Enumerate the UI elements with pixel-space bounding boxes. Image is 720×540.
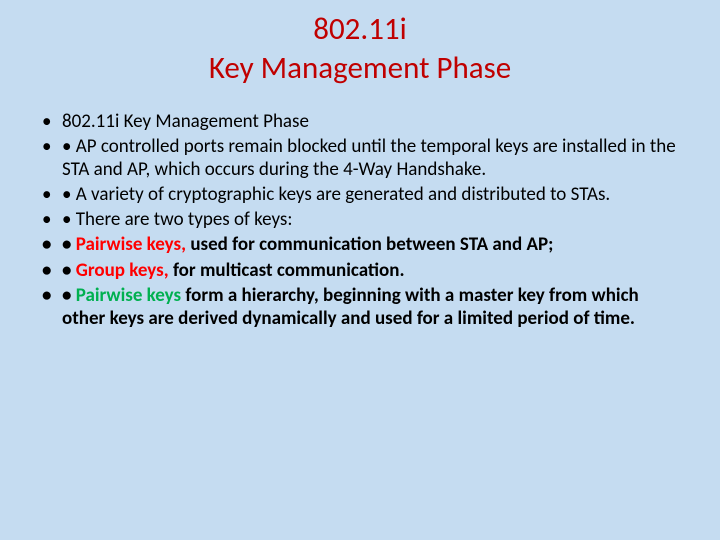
bullet-item: • There are two types of keys:: [40, 208, 680, 231]
bullet-item: • Group keys, for multicast communicatio…: [40, 259, 680, 282]
bullet-rest: for multicast communication.: [169, 259, 405, 282]
slide-title: 802.11i Key Management Phase: [40, 10, 680, 88]
bullet-list: 802.11i Key Management Phase • AP contro…: [40, 110, 680, 331]
title-line-2: Key Management Phase: [209, 49, 511, 87]
pairwise-keys-green-label: Pairwise keys: [76, 284, 181, 307]
bullet-prefix: •: [62, 259, 76, 282]
pairwise-keys-label: Pairwise keys,: [76, 233, 186, 256]
bullet-item: 802.11i Key Management Phase: [40, 110, 680, 133]
bullet-text: • There are two types of keys:: [62, 208, 292, 231]
slide: 802.11i Key Management Phase 802.11i Key…: [0, 0, 720, 540]
bullet-item: • AP controlled ports remain blocked unt…: [40, 135, 680, 181]
group-keys-label: Group keys,: [76, 259, 169, 282]
bullet-text: • AP controlled ports remain blocked unt…: [62, 135, 676, 181]
bullet-prefix: •: [62, 233, 76, 256]
bullet-rest: used for communication between STA and A…: [186, 233, 553, 256]
bullet-item: • Pairwise keys, used for communication …: [40, 233, 680, 256]
bullet-text: 802.11i Key Management Phase: [62, 110, 309, 133]
title-line-1: 802.11i: [313, 10, 407, 48]
bullet-item: • Pairwise keys form a hierarchy, beginn…: [40, 284, 680, 330]
bullet-prefix: •: [62, 284, 76, 307]
bullet-text: • A variety of cryptographic keys are ge…: [62, 183, 610, 206]
bullet-item: • A variety of cryptographic keys are ge…: [40, 183, 680, 206]
